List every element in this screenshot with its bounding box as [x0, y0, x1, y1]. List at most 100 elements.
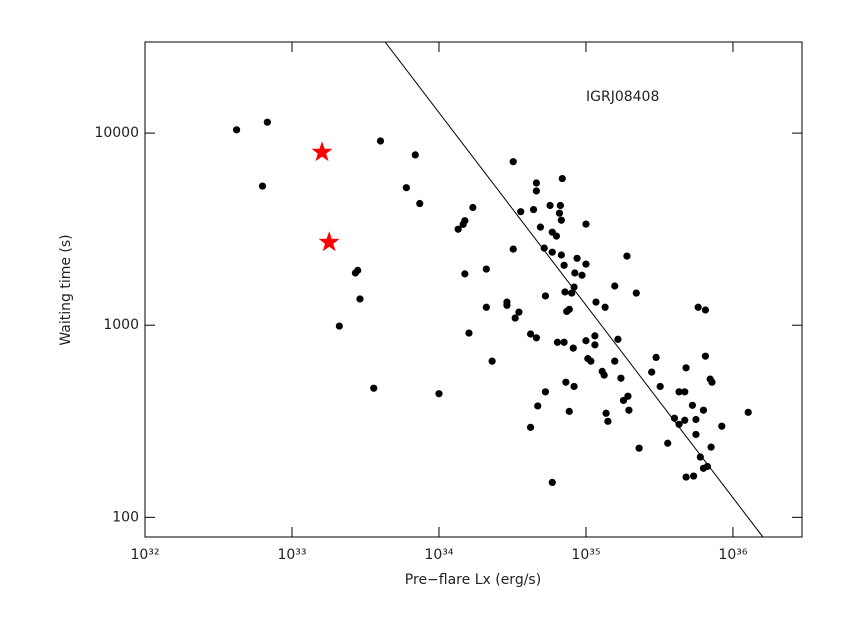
data-point	[682, 473, 690, 481]
data-point	[617, 374, 625, 382]
x-tick-label: 10³⁶	[718, 547, 747, 563]
data-point	[703, 462, 711, 471]
data-point	[573, 254, 581, 262]
data-point	[540, 244, 548, 252]
data-point	[571, 269, 579, 277]
data-point	[592, 298, 600, 306]
data-point	[541, 388, 550, 396]
data-point	[503, 301, 511, 309]
data-point	[482, 303, 490, 311]
data-point	[515, 308, 523, 316]
data-point	[611, 282, 619, 290]
data-point	[681, 388, 689, 396]
data-point	[517, 208, 525, 216]
data-point	[600, 371, 608, 379]
data-point	[511, 314, 519, 322]
data-point	[454, 225, 462, 233]
data-point	[570, 382, 578, 391]
y-tick-label: 10000	[94, 125, 139, 141]
data-point	[411, 151, 419, 159]
data-point	[558, 174, 566, 183]
data-point	[692, 430, 700, 439]
data-point	[561, 288, 569, 296]
data-point	[675, 388, 683, 396]
data-point	[664, 439, 672, 447]
data-point	[744, 408, 752, 416]
data-point	[536, 223, 545, 231]
data-point	[652, 353, 660, 361]
data-point	[601, 303, 609, 311]
data-point	[335, 322, 343, 330]
data-point	[376, 137, 385, 145]
data-point	[560, 261, 568, 269]
data-point	[681, 416, 689, 424]
data-point	[582, 337, 590, 345]
x-tick-label: 10³³	[277, 547, 306, 563]
data-point	[548, 248, 556, 256]
data-point	[696, 453, 704, 461]
data-point	[469, 203, 477, 212]
data-point	[604, 417, 612, 425]
star-point	[318, 231, 340, 252]
data-point	[688, 401, 697, 409]
data-point	[402, 184, 410, 192]
data-point	[465, 329, 473, 337]
x-tick-label: 10³²	[130, 547, 159, 563]
x-tick-label: 10³⁴	[424, 547, 453, 563]
data-point	[632, 289, 640, 297]
data-point	[570, 283, 578, 291]
data-point	[565, 407, 573, 415]
data-point	[557, 251, 565, 259]
x-axis-label: Pre−flare Lx (erg/s)	[405, 572, 541, 588]
data-point	[623, 252, 631, 260]
data-point	[656, 382, 664, 391]
x-tick-label: 10³⁵	[571, 547, 600, 563]
plot-frame	[144, 41, 803, 538]
data-point	[582, 220, 590, 228]
data-point	[532, 179, 540, 187]
data-point	[509, 245, 517, 253]
data-point	[488, 357, 496, 365]
data-point	[582, 260, 590, 268]
data-point	[707, 443, 715, 451]
data-point	[562, 378, 570, 386]
data-point	[509, 158, 517, 166]
data-point	[635, 444, 643, 452]
data-point	[459, 220, 467, 228]
data-point	[569, 344, 577, 352]
data-point	[708, 378, 716, 386]
data-point	[555, 209, 564, 217]
data-point	[699, 406, 708, 414]
plot-area	[233, 42, 764, 537]
data-point	[625, 406, 633, 414]
data-point	[611, 357, 619, 365]
y-axis-label: Waiting time (s)	[58, 234, 74, 345]
data-point	[682, 364, 690, 372]
data-point	[556, 201, 564, 210]
data-point	[553, 338, 562, 346]
data-point	[461, 270, 469, 278]
data-point	[526, 330, 535, 338]
data-point	[694, 303, 702, 311]
data-point	[578, 271, 586, 279]
data-point	[258, 182, 267, 190]
data-point	[526, 423, 535, 431]
data-point	[532, 187, 540, 195]
data-point	[624, 392, 632, 400]
data-point	[701, 352, 710, 360]
data-point	[370, 384, 378, 392]
data-point	[670, 414, 679, 422]
y-tick-label: 1000	[103, 317, 139, 333]
data-point	[435, 390, 443, 398]
star-point	[311, 141, 333, 162]
data-point	[356, 295, 364, 303]
data-point	[557, 216, 565, 224]
data-point	[546, 201, 554, 210]
data-point	[614, 335, 622, 343]
data-point	[552, 232, 561, 240]
data-point	[263, 118, 271, 126]
data-point	[529, 205, 538, 214]
data-point	[233, 126, 241, 134]
data-point	[416, 199, 424, 208]
